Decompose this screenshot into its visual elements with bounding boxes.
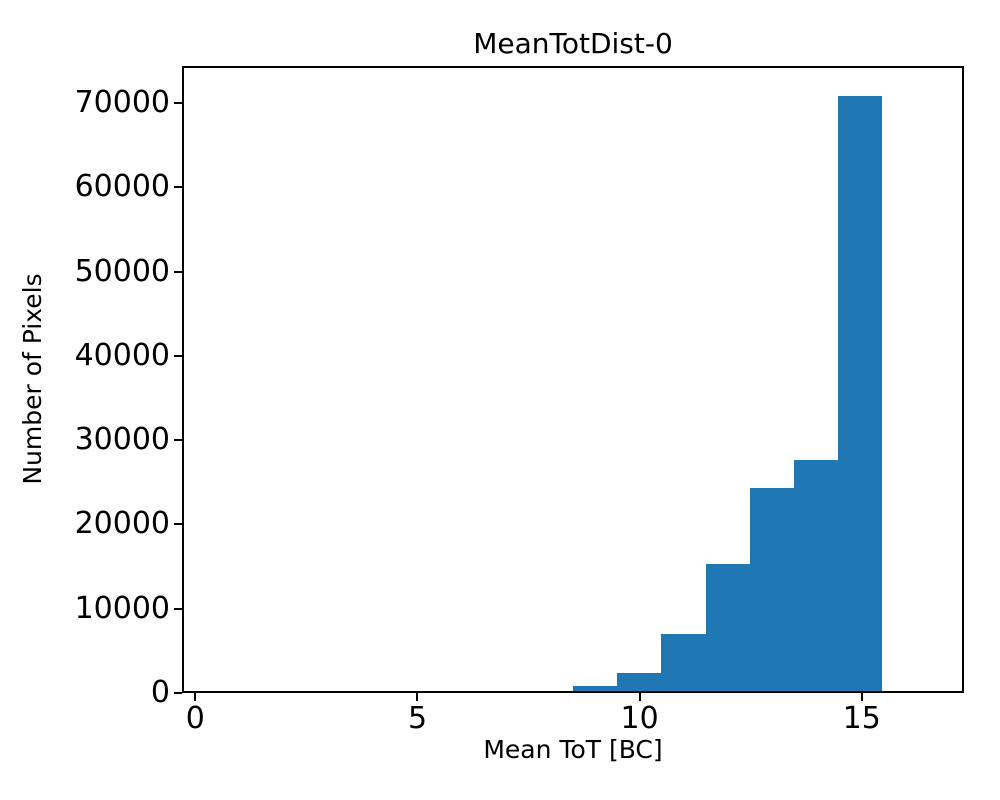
y-tick-mark [174, 270, 182, 273]
y-tick-mark [174, 439, 182, 442]
plot-area [182, 66, 964, 693]
y-tick-label: 70000 [74, 85, 170, 121]
x-tick-mark [860, 693, 863, 701]
x-tick-mark [194, 693, 197, 701]
histogram-bar [617, 673, 662, 691]
x-tick-mark [416, 693, 419, 701]
y-tick-mark [174, 607, 182, 610]
y-tick-label: 30000 [74, 422, 170, 458]
y-tick-label: 0 [150, 675, 170, 710]
x-tick-label: 5 [407, 701, 428, 736]
y-tick-label: 40000 [74, 337, 170, 373]
histogram-bar [661, 634, 706, 691]
histogram-bar [705, 563, 750, 691]
x-tick-label: 0 [185, 701, 205, 736]
y-tick-mark [174, 692, 182, 694]
chart-title: MeanTotDist-0 [473, 27, 673, 60]
y-tick-label: 50000 [74, 253, 170, 289]
x-tick-mark [638, 693, 641, 701]
y-tick-mark [174, 523, 182, 526]
y-tick-label: 20000 [74, 506, 170, 542]
histogram-bar [573, 685, 618, 691]
x-axis-label: Mean ToT [BC] [483, 735, 663, 764]
y-tick-label: 10000 [74, 590, 170, 626]
x-tick-label: 15 [842, 701, 881, 736]
histogram-bar [838, 96, 883, 691]
y-tick-label: 60000 [74, 169, 170, 205]
x-tick-label: 10 [620, 701, 659, 736]
y-tick-mark [174, 354, 182, 357]
y-tick-mark [174, 186, 182, 189]
y-tick-mark [174, 102, 182, 105]
histogram-bar [794, 459, 839, 691]
histogram-bar [749, 488, 795, 691]
